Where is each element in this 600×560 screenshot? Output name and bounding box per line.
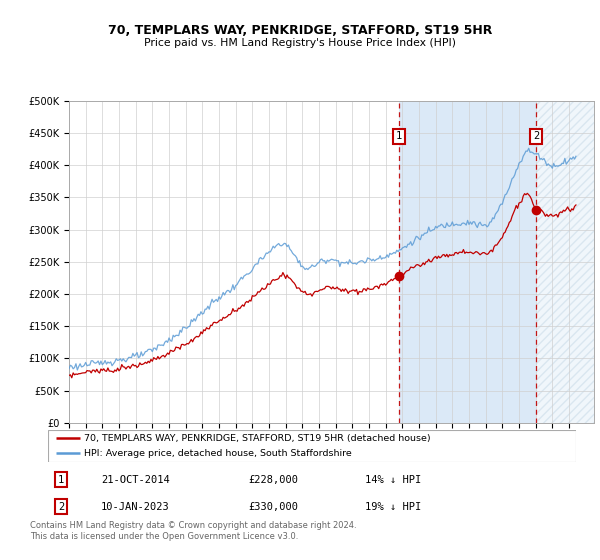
Text: 1: 1	[58, 475, 64, 484]
Text: £330,000: £330,000	[248, 502, 299, 511]
Text: 21-OCT-2014: 21-OCT-2014	[101, 475, 170, 484]
Text: 14% ↓ HPI: 14% ↓ HPI	[365, 475, 421, 484]
Text: Price paid vs. HM Land Registry's House Price Index (HPI): Price paid vs. HM Land Registry's House …	[144, 38, 456, 48]
Bar	[536, 101, 594, 423]
Text: 10-JAN-2023: 10-JAN-2023	[101, 502, 170, 511]
Text: 2: 2	[58, 502, 64, 511]
Text: Contains HM Land Registry data © Crown copyright and database right 2024.
This d: Contains HM Land Registry data © Crown c…	[30, 521, 356, 541]
Text: 70, TEMPLARS WAY, PENKRIDGE, STAFFORD, ST19 5HR (detached house): 70, TEMPLARS WAY, PENKRIDGE, STAFFORD, S…	[84, 434, 431, 443]
Text: 70, TEMPLARS WAY, PENKRIDGE, STAFFORD, ST19 5HR: 70, TEMPLARS WAY, PENKRIDGE, STAFFORD, S…	[108, 24, 492, 36]
Text: £228,000: £228,000	[248, 475, 299, 484]
Bar	[399, 101, 536, 423]
Text: 19% ↓ HPI: 19% ↓ HPI	[365, 502, 421, 511]
Text: HPI: Average price, detached house, South Staffordshire: HPI: Average price, detached house, Sout…	[84, 449, 352, 458]
Text: 1: 1	[396, 131, 402, 141]
Text: 2: 2	[533, 131, 539, 141]
